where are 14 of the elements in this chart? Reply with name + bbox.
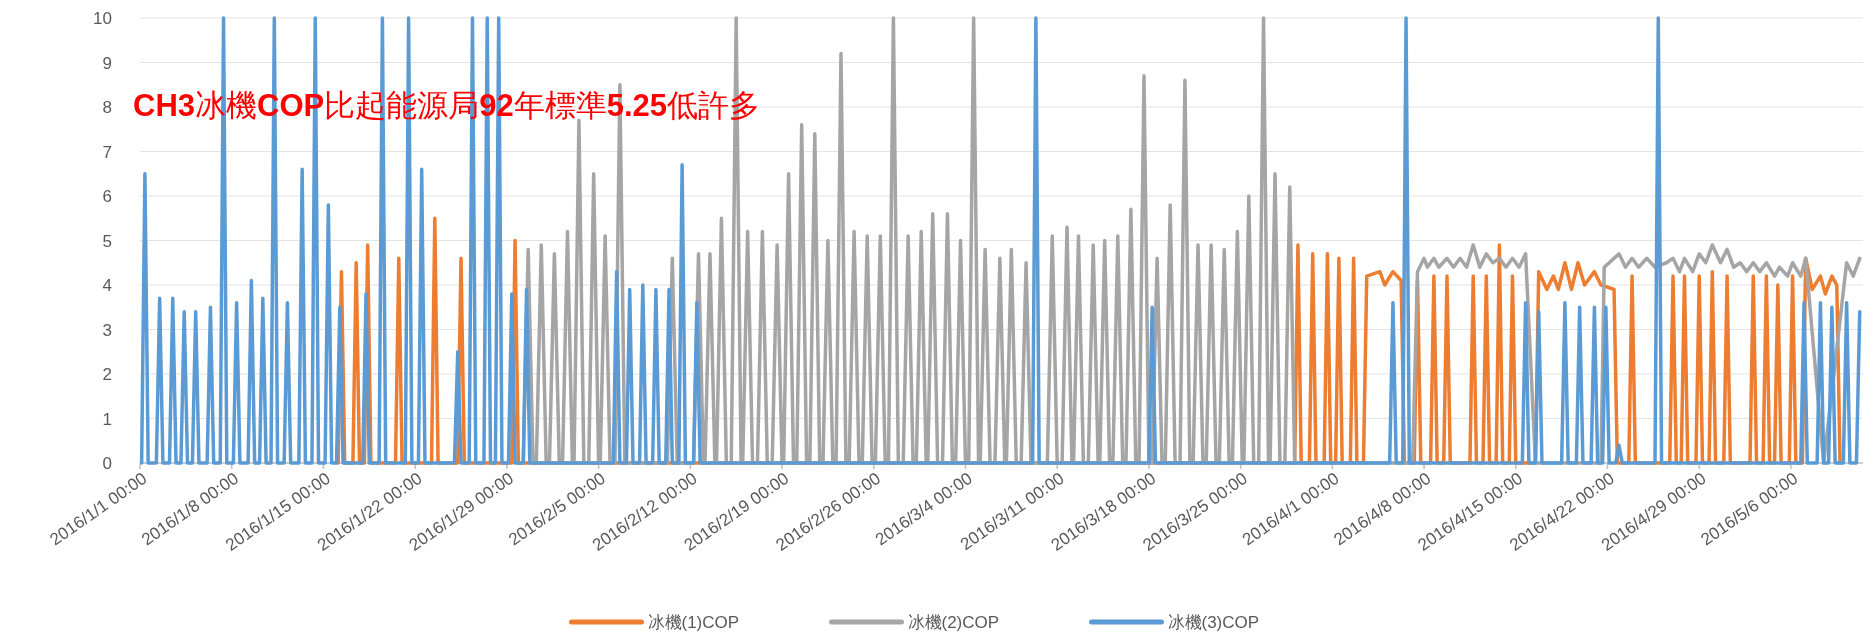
legend-label: 冰機(3)COP — [1167, 613, 1260, 632]
y-tick-label: 3 — [102, 320, 112, 340]
y-tick-label: 7 — [102, 142, 112, 162]
y-tick-label: 5 — [102, 231, 112, 251]
y-tick-label: 6 — [102, 187, 112, 206]
y-tick-label: 10 — [93, 9, 112, 28]
y-tick-label: 1 — [102, 409, 112, 429]
legend-label: 冰機(1)COP — [647, 613, 740, 632]
y-tick-label: 8 — [102, 98, 112, 117]
y-tick-label: 9 — [102, 53, 112, 73]
y-tick-label: 0 — [102, 454, 112, 473]
legend-label: 冰機(2)COP — [907, 613, 1000, 632]
y-tick-label: 2 — [102, 365, 112, 384]
y-tick-label: 4 — [102, 276, 112, 295]
